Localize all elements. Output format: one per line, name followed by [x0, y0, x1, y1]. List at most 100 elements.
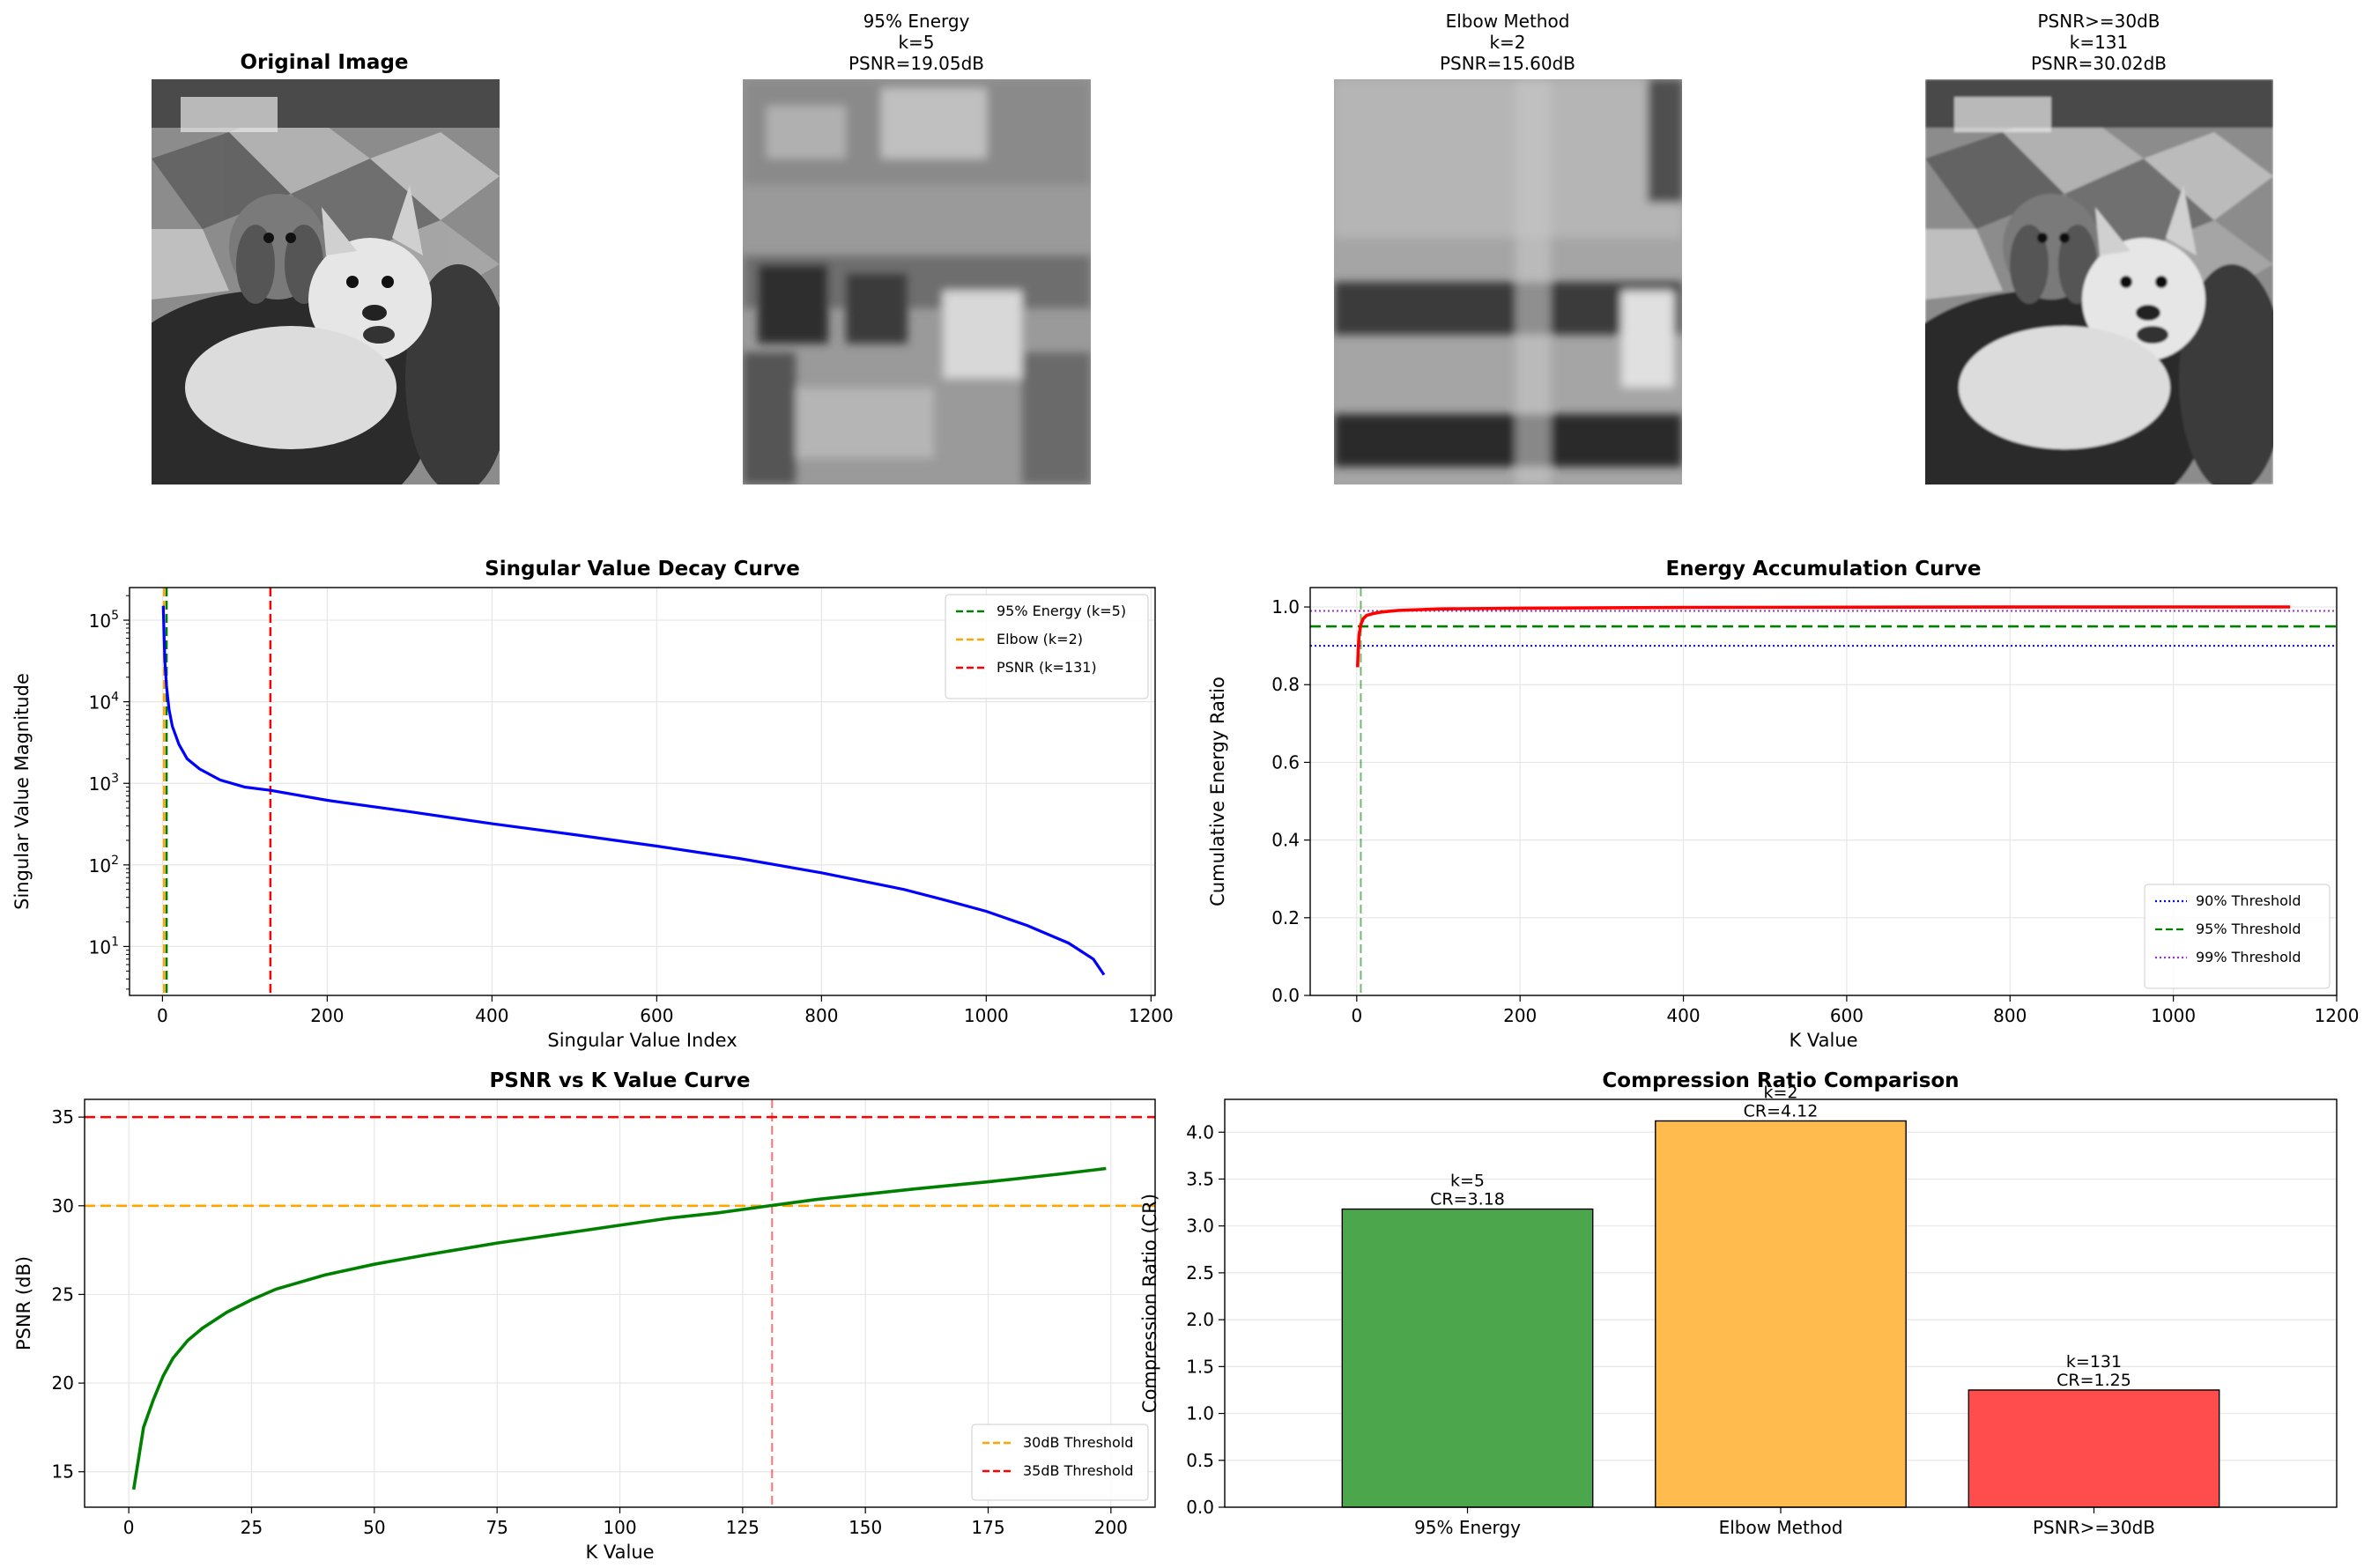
- legend-label: 99% Threshold: [2196, 949, 2301, 965]
- legend-label: 35dB Threshold: [1023, 1462, 1133, 1479]
- y-tick-label: 0.0: [1186, 1497, 1214, 1518]
- caption-line: PSNR>=30dB: [2038, 11, 2160, 32]
- x-tick-label: 800: [804, 1005, 838, 1026]
- y-tick-label: 25: [52, 1283, 74, 1305]
- x-tick-label: PSNR>=30dB: [2033, 1517, 2155, 1538]
- legend-label: Elbow (k=2): [997, 631, 1083, 647]
- y-tick-label: 4.0: [1186, 1121, 1214, 1143]
- y-tick-label: 20: [52, 1372, 74, 1394]
- y-tick-label: 1.0: [1186, 1403, 1214, 1424]
- y-axis-label: Singular Value Magnitude: [11, 673, 33, 910]
- x-tick-label: 150: [849, 1517, 882, 1538]
- x-axis-label: K Value: [1789, 1030, 1857, 1051]
- reconstruction-k131-image: [1925, 79, 2273, 484]
- x-tick-label: 600: [1830, 1005, 1864, 1026]
- x-tick-label: 200: [310, 1005, 344, 1026]
- x-tick-label: 1000: [2151, 1005, 2196, 1026]
- legend-label: 90% Threshold: [2196, 892, 2301, 909]
- caption-line: PSNR=30.02dB: [2031, 53, 2167, 74]
- y-tick-label: 0.8: [1271, 674, 1300, 695]
- chart-title: Singular Value Decay Curve: [485, 558, 800, 581]
- reconstruction-k2-image: [1334, 79, 1682, 484]
- caption-line: 95% Energy: [863, 11, 970, 32]
- bar-label-cr: CR=1.25: [2056, 1371, 2131, 1390]
- x-tick-label: 75: [485, 1517, 508, 1538]
- legend-box: [945, 594, 1149, 699]
- x-tick-label: 100: [603, 1517, 636, 1538]
- legend-label: 30dB Threshold: [1023, 1434, 1133, 1451]
- y-tick-label: 0.5: [1186, 1450, 1214, 1471]
- x-tick-label: 25: [241, 1517, 263, 1538]
- x-tick-label: 50: [363, 1517, 385, 1538]
- image-caption-95-energy: 95% Energy k=5 PSNR=19.05dB: [849, 11, 984, 74]
- bar: [1968, 1389, 2220, 1508]
- x-tick-label: 400: [1666, 1005, 1700, 1026]
- x-tick-label: 1200: [1129, 1005, 1174, 1026]
- bar-label-k: k=5: [1450, 1172, 1485, 1191]
- chart-title: PSNR vs K Value Curve: [489, 1069, 750, 1092]
- x-axis-label: K Value: [585, 1542, 654, 1563]
- y-tick-label: 1.0: [1271, 596, 1300, 618]
- x-tick-label: 1200: [2315, 1005, 2360, 1026]
- legend-label: 95% Threshold: [2196, 921, 2301, 937]
- energy-accumulation-chart: 0 200 400 600 800 1000 1200 0.0 0.2 0.4 0.6 0.8 1.0 E…: [1207, 558, 2359, 1051]
- y-tick-label: 101: [89, 935, 119, 958]
- bar: [1341, 1208, 1594, 1508]
- chart-title: Energy Accumulation Curve: [1666, 558, 1982, 581]
- x-tick-label: 200: [1094, 1517, 1128, 1538]
- x-tick-label: 175: [971, 1517, 1004, 1538]
- x-axis-label: Singular Value Index: [547, 1030, 737, 1051]
- x-tick-label: 0: [157, 1005, 168, 1026]
- series-line: [1356, 605, 2291, 668]
- y-axis-label: PSNR (dB): [13, 1256, 34, 1350]
- legend-label: PSNR (k=131): [997, 659, 1097, 676]
- y-tick-label: 2.5: [1186, 1262, 1214, 1283]
- y-tick-label: 30: [52, 1195, 74, 1217]
- bar-label-k: k=131: [2066, 1352, 2122, 1372]
- original-dogs-image: [152, 79, 500, 484]
- bar-label-k: k=2: [1763, 1083, 1797, 1102]
- bar-label-cr: CR=3.18: [1430, 1190, 1505, 1209]
- legend-box: [2144, 884, 2331, 989]
- y-tick-label: 3.0: [1186, 1216, 1214, 1237]
- y-tick-label: 103: [89, 772, 119, 795]
- series-line: [161, 605, 1106, 976]
- plot-frame: [129, 587, 1156, 996]
- y-tick-label: 2.0: [1186, 1309, 1214, 1330]
- y-tick-label: 0.4: [1271, 830, 1300, 851]
- plot-frame: [84, 1098, 1156, 1508]
- caption-line: Elbow Method: [1446, 11, 1570, 32]
- y-tick-label: 0.6: [1271, 751, 1300, 773]
- y-tick-label: 0.0: [1271, 985, 1300, 1006]
- x-tick-label: 800: [1993, 1005, 2027, 1026]
- image-caption-psnr: PSNR>=30dB k=131 PSNR=30.02dB: [2031, 11, 2167, 74]
- x-tick-label: 400: [475, 1005, 508, 1026]
- bar-label-cr: CR=4.12: [1744, 1101, 1819, 1121]
- x-tick-label: 125: [726, 1517, 760, 1538]
- caption-line: k=5: [898, 32, 934, 53]
- chart-title: Compression Ratio Comparison: [1602, 1069, 1959, 1092]
- legend-label: 95% Energy (k=5): [997, 603, 1126, 619]
- series-line: [131, 1166, 1107, 1490]
- plot-frame: [1224, 1098, 2338, 1508]
- reconstruction-k5-image: [743, 79, 1091, 484]
- bar: [1655, 1120, 1907, 1508]
- y-tick-label: 3.5: [1186, 1168, 1214, 1189]
- y-tick-label: 35: [52, 1106, 74, 1128]
- x-tick-label: 0: [1351, 1005, 1362, 1026]
- singular-value-decay-chart: 0 200 400 600 800 1000 1200 101 102 103 104 105 Sing…: [11, 558, 1174, 1051]
- psnr-vs-k-chart: 0 25 50 75 100 125 150 175 200 15 20 25 30 35 PSNR vs …: [13, 1069, 1156, 1563]
- caption-line: PSNR=19.05dB: [849, 53, 984, 74]
- x-tick-label: 1000: [964, 1005, 1009, 1026]
- y-tick-label: 1.5: [1186, 1356, 1214, 1377]
- y-tick-label: 15: [52, 1461, 74, 1483]
- caption-line: PSNR=15.60dB: [1440, 53, 1575, 74]
- caption-line: k=2: [1489, 32, 1525, 53]
- x-tick-label: 200: [1503, 1005, 1537, 1026]
- x-tick-label: 95% Energy: [1414, 1517, 1521, 1538]
- caption-line: k=131: [2070, 32, 2129, 53]
- y-tick-label: 105: [89, 609, 119, 632]
- x-tick-label: 600: [640, 1005, 673, 1026]
- x-tick-label: 0: [123, 1517, 135, 1538]
